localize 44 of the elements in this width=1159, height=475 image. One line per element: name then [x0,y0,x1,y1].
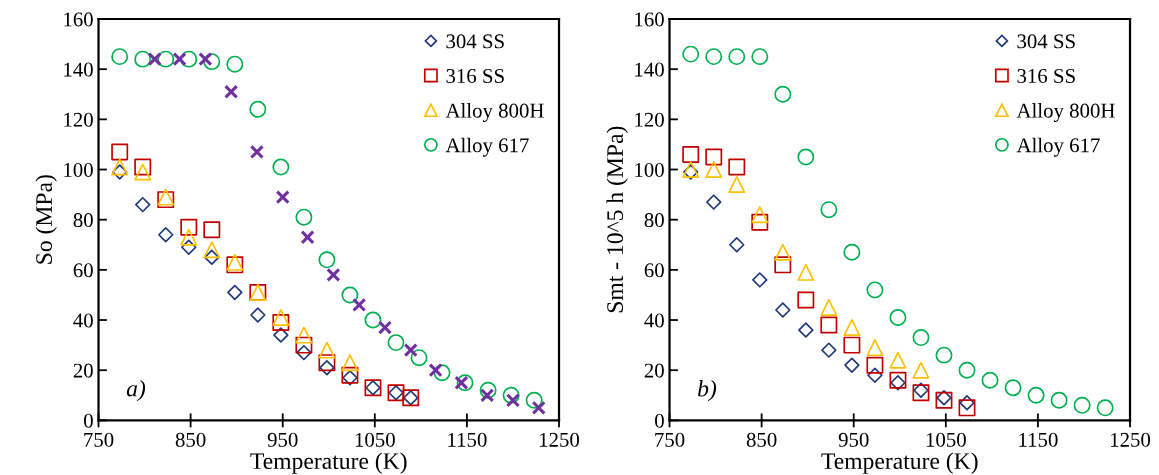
y-tick-label: 120 [64,112,93,127]
y-tick-label: 60 [644,263,664,278]
y-tick-label: 60 [73,263,93,278]
legend-label: 304 SS [1017,34,1075,49]
y-tick-label: 100 [64,162,93,177]
y-tick-label: 160 [635,12,664,27]
x-axis-title: Temperature (K) [821,452,978,474]
x-tick-label: 750 [655,432,685,447]
legend-label: 316 SS [1017,69,1075,84]
y-tick-label: 20 [73,363,93,378]
x-tick-label: 1050 [355,432,395,447]
legend-label: Alloy 800H [445,103,544,122]
y-tick-label: 120 [635,112,664,127]
x-tick-label: 1050 [926,432,966,447]
legend-label: 304 SS [446,34,504,49]
y-axis-title: Smt - 10^5 h (MPa) [606,126,628,313]
legend-label: Alloy 800H [1016,103,1115,122]
x-tick-label: 950 [267,432,298,447]
y-tick-label: 100 [635,162,664,177]
y-tick-label: 80 [644,213,664,228]
y-tick-label: 140 [64,62,93,77]
y-tick-label: 80 [73,213,93,228]
x-tick-label: 850 [746,432,777,447]
y-tick-label: 160 [64,12,93,27]
x-tick-label: 1150 [448,432,487,447]
x-tick-label: 1250 [1111,432,1151,447]
y-tick-label: 20 [644,363,664,378]
legend-label: Alloy 617 [445,137,529,157]
y-tick-label: 40 [644,313,664,328]
legend-label: Alloy 617 [1016,137,1100,157]
x-tick-label: 750 [84,432,114,447]
legend-label: 316 SS [446,69,504,84]
x-tick-label: 950 [838,432,869,447]
annotation: a) [126,379,146,402]
y-tick-label: 0 [655,413,664,428]
y-tick-label: 0 [84,413,93,428]
y-tick-label: 40 [73,313,93,328]
y-axis-title: So (MPa) [35,175,57,264]
x-tick-label: 1250 [540,432,580,447]
y-tick-label: 140 [635,62,664,77]
annotation: b) [698,379,717,402]
x-tick-label: 1150 [1019,432,1058,447]
x-tick-label: 850 [175,432,206,447]
x-axis-title: Temperature (K) [250,452,407,474]
